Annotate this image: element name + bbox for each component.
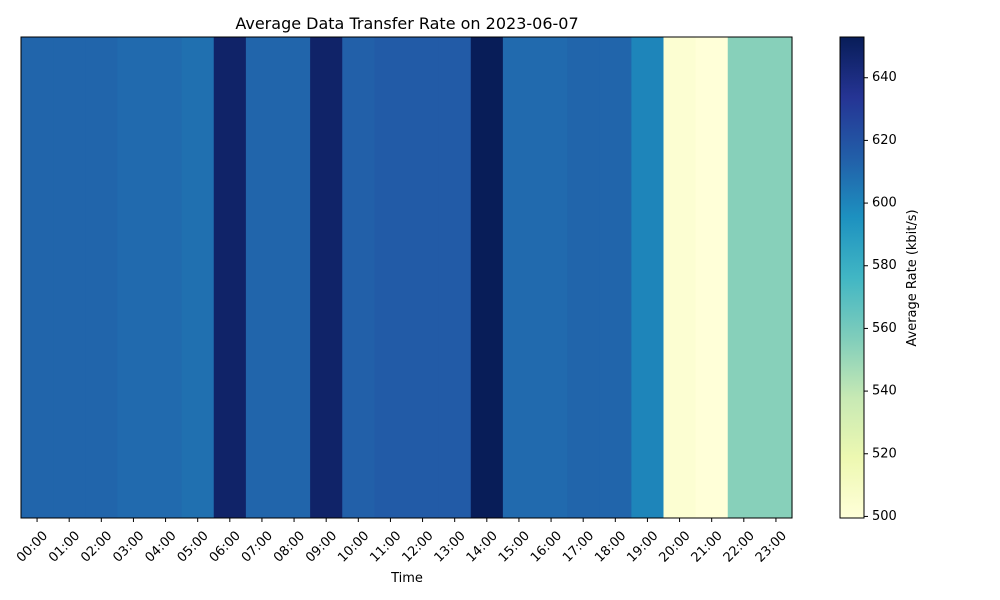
x-tick-label: 09:00 <box>303 528 340 565</box>
heatmap-cell <box>117 37 151 518</box>
x-tick-label: 11:00 <box>367 528 404 565</box>
x-tick-label: 08:00 <box>271 528 308 565</box>
heatmap-cell <box>695 37 729 518</box>
colorbar-tick-label: 560 <box>872 321 897 336</box>
heatmap-cell <box>85 37 118 518</box>
x-tick-label: 04:00 <box>143 528 180 565</box>
heatmap-cell <box>21 37 54 518</box>
heatmap-cell <box>567 37 600 518</box>
heatmap-cell <box>374 37 408 518</box>
x-tick-label: 13:00 <box>432 528 469 565</box>
heatmap-cells <box>21 37 793 518</box>
heatmap-cell <box>53 37 86 518</box>
x-tick-label: 06:00 <box>207 528 244 565</box>
heatmap-cell <box>342 37 375 518</box>
heatmap-cell <box>535 37 568 518</box>
heatmap-cell <box>631 37 665 518</box>
heatmap-cell <box>245 37 279 518</box>
colorbar <box>839 36 865 519</box>
colorbar-tick-label: 500 <box>872 509 897 524</box>
x-axis-ticks: 00:0001:0002:0003:0004:0005:0006:0007:00… <box>14 518 790 566</box>
colorbar-tick-label: 580 <box>872 258 897 273</box>
heatmap-cell <box>438 37 472 518</box>
heatmap-cell <box>759 37 793 518</box>
x-tick-label: 17:00 <box>560 528 597 565</box>
plot-frame <box>20 36 793 519</box>
colorbar-tick-label: 520 <box>872 446 897 461</box>
heatmap-cell <box>181 37 215 518</box>
x-tick-label: 21:00 <box>689 528 726 565</box>
x-tick-label: 14:00 <box>464 528 501 565</box>
colorbar-tick-label: 540 <box>872 384 897 399</box>
x-tick-label: 12:00 <box>400 528 437 565</box>
x-tick-label: 18:00 <box>592 528 629 565</box>
heatmap-cell <box>213 37 247 518</box>
colorbar-title: Average Rate (kbit/s) <box>905 209 920 346</box>
heatmap-cell <box>599 37 632 518</box>
heatmap-cell <box>663 37 697 518</box>
x-tick-label: 16:00 <box>528 528 565 565</box>
x-tick-label: 15:00 <box>496 528 533 565</box>
x-tick-label: 07:00 <box>239 528 276 565</box>
x-axis-title: Time <box>390 571 423 586</box>
x-tick-label: 22:00 <box>721 528 758 565</box>
x-tick-label: 20:00 <box>657 528 694 565</box>
heatmap-cell <box>149 37 183 518</box>
x-tick-label: 10:00 <box>335 528 372 565</box>
heatmap-cell <box>502 37 536 518</box>
heatmap-cell <box>470 37 504 518</box>
colorbar-tick-label: 600 <box>872 196 897 211</box>
x-tick-label: 01:00 <box>46 528 83 565</box>
x-tick-label: 23:00 <box>753 528 790 565</box>
colorbar-tick-label: 620 <box>872 133 897 148</box>
heatmap-cell <box>310 37 343 518</box>
x-tick-label: 02:00 <box>78 528 115 565</box>
heatmap-cell <box>727 37 761 518</box>
x-tick-label: 05:00 <box>175 528 212 565</box>
heatmap-cell <box>278 37 311 518</box>
chart-title: Average Data Transfer Rate on 2023-06-07 <box>235 14 578 33</box>
colorbar-tick-label: 640 <box>872 70 897 85</box>
heatmap-cell <box>406 37 440 518</box>
x-tick-label: 03:00 <box>110 528 147 565</box>
x-tick-label: 00:00 <box>14 528 51 565</box>
colorbar-ticks: 500 520 540 560 580 600 620 640 <box>864 70 897 524</box>
x-tick-label: 19:00 <box>624 528 661 565</box>
